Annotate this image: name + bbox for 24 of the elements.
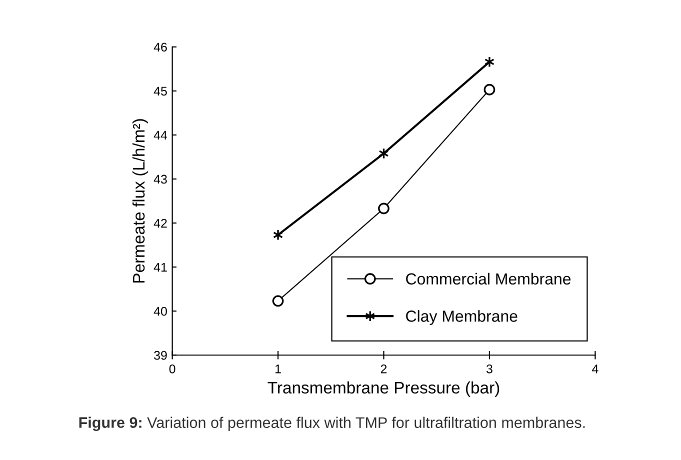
x-tick-label: 2 (380, 364, 387, 374)
legend-label: Clay Membrane (406, 310, 518, 325)
x-tick-label: 4 (592, 364, 598, 374)
x-tick-label: 0 (169, 364, 176, 374)
y-tick-label: 42 (154, 218, 167, 228)
y-tick-label: 41 (154, 262, 167, 272)
y-tick-label: 40 (154, 306, 167, 316)
point (272, 295, 284, 307)
caption: Figure 9: (79, 416, 142, 432)
y-tick-label: 44 (154, 130, 168, 140)
legend-label: Commercial Membrane (406, 272, 571, 285)
x-tick-label: 1 (275, 364, 281, 374)
y-tick-label: 46 (154, 42, 167, 52)
point (272, 229, 284, 241)
y-axis-title: Permeate flux (L/h/m²) (132, 119, 148, 283)
point (484, 84, 496, 96)
point (378, 202, 390, 214)
text: Variation of permeate flux with TMP for ultrafiltration membranes. (147, 416, 585, 432)
y-tick-label: 39 (154, 350, 167, 360)
x-tick-label: 3 (486, 364, 492, 374)
y-tick-label: 43 (154, 174, 167, 184)
point (484, 56, 495, 68)
x-axis-title: Transmembrane Pressure (bar) (268, 381, 500, 397)
y-tick-label: 45 (154, 86, 167, 96)
